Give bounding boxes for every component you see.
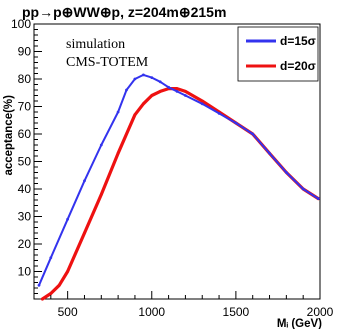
series-d20 [40, 87, 320, 301]
y-tick-label: 20 [18, 237, 32, 251]
data-point [251, 132, 255, 136]
x-tick-label: 500 [58, 305, 78, 319]
y-tick-label: 30 [18, 210, 32, 224]
data-point [200, 99, 204, 103]
data-point [234, 121, 238, 125]
data-point [116, 151, 120, 155]
data-point [150, 94, 154, 97]
y-tick-label: 50 [18, 155, 32, 169]
chart-title: pp→p⊕WW⊕p, z=204m⊕215m [22, 4, 226, 20]
data-point [49, 256, 53, 260]
data-point [175, 87, 179, 90]
data-point [158, 90, 162, 93]
data-point [200, 102, 204, 106]
data-point [99, 143, 103, 147]
data-point [57, 283, 61, 287]
x-axis-label: Mᵢ (GeV) [277, 318, 322, 329]
data-point [116, 110, 120, 114]
data-point [66, 270, 69, 273]
data-point [133, 77, 137, 81]
y-tick-label: 100 [11, 17, 31, 31]
data-point [133, 113, 137, 117]
data-point [83, 231, 86, 235]
y-tick-label: 40 [18, 182, 32, 196]
y-tick-label: 90 [18, 45, 32, 59]
legend: d=15σ d=20σ [237, 26, 319, 82]
y-tick-label: 60 [18, 127, 32, 141]
x-tick-label: 1000 [138, 305, 165, 319]
data-point [285, 171, 288, 174]
annotation-cms-totem: CMS-TOTEM [66, 55, 149, 70]
data-point [142, 102, 145, 106]
x-tick-label: 2000 [307, 305, 334, 319]
data-point [184, 94, 187, 97]
data-point [158, 80, 162, 84]
data-point [316, 197, 320, 201]
data-point [37, 283, 41, 287]
data-point [184, 90, 187, 93]
plot-area [37, 73, 320, 301]
data-point [268, 151, 271, 155]
y-tick-label: 80 [18, 72, 32, 86]
data-point [41, 297, 44, 301]
data-point [217, 112, 221, 115]
legend-box [237, 26, 319, 82]
data-point [66, 217, 69, 221]
data-point [83, 179, 86, 183]
data-point [99, 193, 103, 196]
data-point [167, 85, 171, 89]
y-tick-label: 10 [18, 265, 32, 279]
annotation-simulation: simulation [66, 37, 125, 52]
series-line [38, 73, 320, 287]
series-line [40, 87, 320, 301]
series-d15 [37, 73, 320, 287]
y-tick-label: 70 [18, 100, 32, 114]
legend-label-d15: d=15σ [280, 34, 316, 48]
legend-label-d20: d=20σ [280, 59, 316, 73]
y-axis-label: acceptance(%) [3, 95, 15, 176]
axes: 500 1000 1500 2000 10 20 30 40 50 60 70 80 90 100 [11, 17, 334, 319]
data-point [142, 73, 145, 77]
data-point [175, 90, 179, 93]
data-point [150, 76, 154, 79]
data-point [49, 292, 53, 295]
data-point [125, 88, 128, 92]
x-tick-label: 1500 [223, 305, 250, 319]
data-point [301, 187, 305, 191]
